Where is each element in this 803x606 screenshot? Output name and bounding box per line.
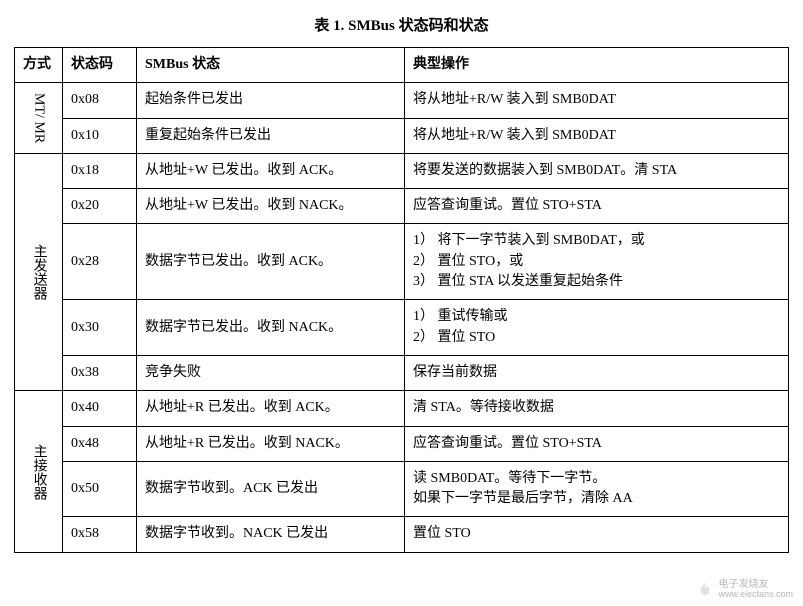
watermark: 电子发烧友 www.elecfans.com [696,579,793,600]
status-cell: 从地址+R 已发出。收到 ACK。 [137,391,405,426]
status-cell: 数据字节已发出。收到 ACK。 [137,224,405,300]
table-container: 方式 状态码 SMBus 状态 典型操作 MT/ MR 0x08 起始条件已发出… [0,47,803,553]
flame-icon [696,581,714,599]
table-row: MT/ MR 0x08 起始条件已发出 将从地址+R/W 装入到 SMB0DAT [15,83,789,118]
action-cell: 将从地址+R/W 装入到 SMB0DAT [405,83,789,118]
code-cell: 0x20 [63,189,137,224]
status-cell: 从地址+W 已发出。收到 ACK。 [137,153,405,188]
code-cell: 0x40 [63,391,137,426]
table-row: 0x28 数据字节已发出。收到 ACK。 1） 将下一字节装入到 SMB0DAT… [15,224,789,300]
mode-cell-master-tx: 主发送器 [15,153,63,390]
header-action: 典型操作 [405,48,789,83]
status-cell: 竞争失败 [137,355,405,390]
table-header-row: 方式 状态码 SMBus 状态 典型操作 [15,48,789,83]
header-mode: 方式 [15,48,63,83]
code-cell: 0x10 [63,118,137,153]
table-body: MT/ MR 0x08 起始条件已发出 将从地址+R/W 装入到 SMB0DAT… [15,83,789,552]
action-cell: 将要发送的数据装入到 SMB0DAT。清 STA [405,153,789,188]
table-row: 0x50 数据字节收到。ACK 已发出 读 SMB0DAT。等待下一字节。 如果… [15,461,789,517]
table-row: 0x48 从地址+R 已发出。收到 NACK。 应答查询重试。置位 STO+ST… [15,426,789,461]
code-cell: 0x58 [63,517,137,552]
watermark-line2: www.elecfans.com [718,590,793,600]
table-row: 主接收器 0x40 从地址+R 已发出。收到 ACK。 清 STA。等待接收数据 [15,391,789,426]
action-cell: 清 STA。等待接收数据 [405,391,789,426]
mode-cell-mtmr: MT/ MR [15,83,63,154]
code-cell: 0x08 [63,83,137,118]
header-status: SMBus 状态 [137,48,405,83]
action-cell: 应答查询重试。置位 STO+STA [405,426,789,461]
code-cell: 0x28 [63,224,137,300]
status-cell: 数据字节收到。ACK 已发出 [137,461,405,517]
action-cell: 读 SMB0DAT。等待下一字节。 如果下一字节是最后字节，清除 AA [405,461,789,517]
action-cell: 1） 重试传输或 2） 置位 STO [405,300,789,356]
header-code: 状态码 [63,48,137,83]
table-row: 主发送器 0x18 从地址+W 已发出。收到 ACK。 将要发送的数据装入到 S… [15,153,789,188]
mode-cell-master-rx: 主接收器 [15,391,63,552]
table-row: 0x38 竞争失败 保存当前数据 [15,355,789,390]
code-cell: 0x48 [63,426,137,461]
status-cell: 数据字节收到。NACK 已发出 [137,517,405,552]
code-cell: 0x18 [63,153,137,188]
table-row: 0x20 从地址+W 已发出。收到 NACK。 应答查询重试。置位 STO+ST… [15,189,789,224]
smbus-status-table: 方式 状态码 SMBus 状态 典型操作 MT/ MR 0x08 起始条件已发出… [14,47,789,553]
table-row: 0x58 数据字节收到。NACK 已发出 置位 STO [15,517,789,552]
action-cell: 1） 将下一字节装入到 SMB0DAT，或 2） 置位 STO，或 3） 置位 … [405,224,789,300]
table-row: 0x10 重复起始条件已发出 将从地址+R/W 装入到 SMB0DAT [15,118,789,153]
code-cell: 0x50 [63,461,137,517]
action-cell: 将从地址+R/W 装入到 SMB0DAT [405,118,789,153]
code-cell: 0x30 [63,300,137,356]
watermark-text: 电子发烧友 www.elecfans.com [718,579,793,600]
action-cell: 保存当前数据 [405,355,789,390]
table-title: 表 1. SMBus 状态码和状态 [0,0,803,47]
action-cell: 应答查询重试。置位 STO+STA [405,189,789,224]
status-cell: 从地址+W 已发出。收到 NACK。 [137,189,405,224]
table-row: 0x30 数据字节已发出。收到 NACK。 1） 重试传输或 2） 置位 STO [15,300,789,356]
code-cell: 0x38 [63,355,137,390]
status-cell: 数据字节已发出。收到 NACK。 [137,300,405,356]
action-cell: 置位 STO [405,517,789,552]
status-cell: 起始条件已发出 [137,83,405,118]
status-cell: 从地址+R 已发出。收到 NACK。 [137,426,405,461]
status-cell: 重复起始条件已发出 [137,118,405,153]
